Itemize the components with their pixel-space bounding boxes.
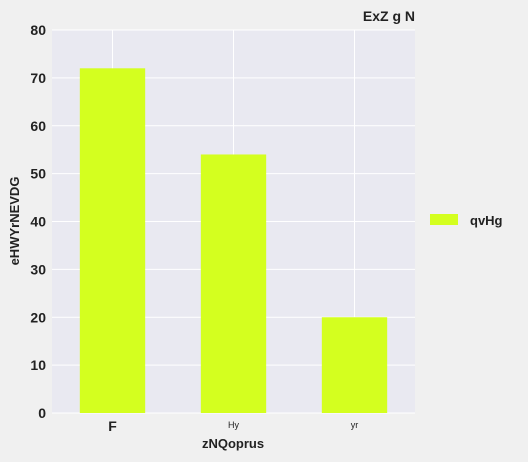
- bars: [79, 68, 388, 414]
- x-axis-title: zNQoprus: [202, 436, 264, 451]
- legend-swatch: [430, 214, 458, 225]
- x-tick-label: F: [108, 418, 117, 434]
- y-tick-label: 0: [38, 405, 46, 421]
- legend-label: qvHg: [470, 213, 503, 228]
- x-axis-ticks: F Hy yr: [108, 418, 358, 434]
- x-tick-label: Hy: [228, 420, 239, 430]
- y-tick-label: 70: [30, 70, 46, 86]
- y-tick-label: 80: [30, 22, 46, 38]
- y-tick-label: 50: [30, 166, 46, 182]
- bar-Hy: [200, 154, 267, 413]
- y-tick-label: 40: [30, 214, 46, 230]
- bar-yr: [321, 317, 388, 413]
- y-axis-ticks: 0 10 20 30 40 50 60 70 80: [30, 22, 46, 421]
- x-tick-label: yr: [351, 420, 359, 430]
- y-tick-label: 60: [30, 118, 46, 134]
- bar-F: [79, 68, 146, 414]
- y-tick-label: 30: [30, 261, 46, 277]
- y-tick-label: 20: [30, 309, 46, 325]
- legend: qvHg: [430, 213, 503, 228]
- y-tick-label: 10: [30, 357, 46, 373]
- chart-title: ExZ g N: [363, 8, 415, 24]
- y-axis-title: eHWYrNEVDG: [7, 177, 22, 266]
